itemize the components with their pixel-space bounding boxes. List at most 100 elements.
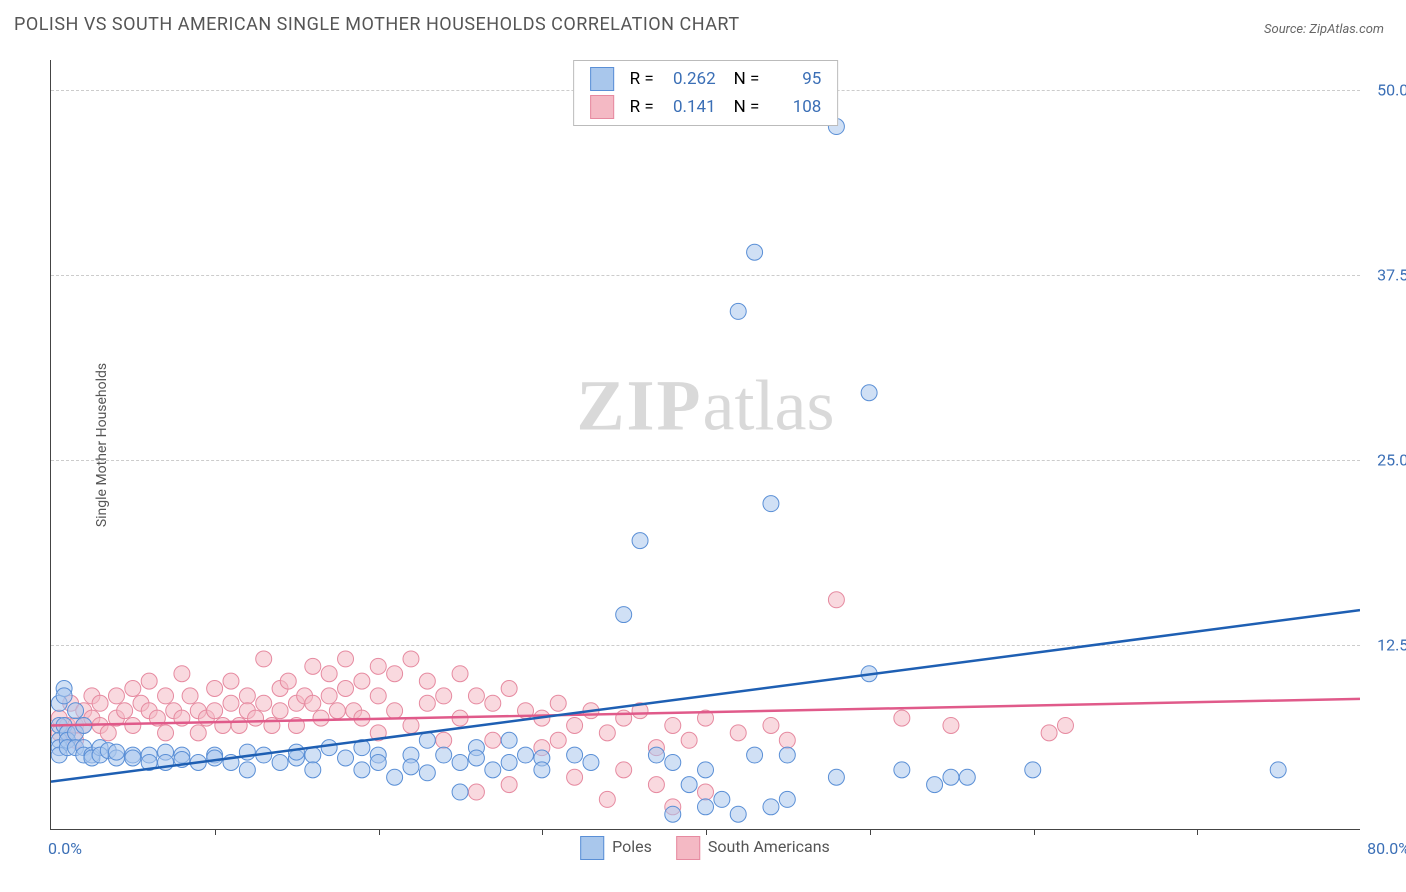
south-americans-r-value: 0.141 [666, 97, 716, 117]
y-tick-label: 12.5% [1377, 635, 1406, 654]
data-point [583, 754, 599, 770]
data-point [419, 732, 435, 748]
x-axis-max-label: 80.0% [1367, 839, 1406, 858]
data-point [305, 658, 321, 674]
data-point [698, 762, 714, 778]
data-point [239, 762, 255, 778]
data-point [256, 651, 272, 667]
n-label: N = [722, 65, 766, 93]
r-label: R = [624, 65, 660, 93]
south-americans-swatch [676, 836, 700, 860]
scatter-svg [51, 60, 1360, 829]
data-point [452, 754, 468, 770]
data-point [305, 747, 321, 763]
data-point [468, 784, 484, 800]
poles-n-value: 95 [771, 69, 821, 89]
data-point [158, 725, 174, 741]
y-tick-label: 25.0% [1377, 450, 1406, 469]
data-point [747, 747, 763, 763]
data-point [370, 688, 386, 704]
source-attribution: Source: ZipAtlas.com [1264, 22, 1384, 37]
data-point [501, 754, 517, 770]
data-point [763, 496, 779, 512]
data-point [419, 695, 435, 711]
data-point [256, 695, 272, 711]
data-point [501, 777, 517, 793]
data-point [599, 725, 615, 741]
data-point [468, 688, 484, 704]
chart-title: POLISH VS SOUTH AMERICAN SINGLE MOTHER H… [14, 14, 740, 35]
x-tick [1034, 829, 1035, 835]
data-point [894, 710, 910, 726]
data-point [125, 717, 141, 733]
data-point [828, 769, 844, 785]
data-point [550, 695, 566, 711]
data-point [68, 703, 84, 719]
south-americans-legend-label: South Americans [708, 837, 830, 856]
data-point [943, 717, 959, 733]
data-point [452, 666, 468, 682]
data-point [452, 784, 468, 800]
x-tick [215, 829, 216, 835]
poles-r-value: 0.262 [666, 69, 716, 89]
data-point [305, 695, 321, 711]
data-point [436, 747, 452, 763]
chart-area: Single Mother Households ZIPatlas R = 0.… [50, 60, 1360, 830]
data-point [501, 732, 517, 748]
data-point [387, 666, 403, 682]
data-point [943, 769, 959, 785]
data-point [730, 303, 746, 319]
y-tick-label: 37.5% [1377, 265, 1406, 284]
data-point [288, 744, 304, 760]
data-point [305, 762, 321, 778]
data-point [108, 688, 124, 704]
data-point [329, 703, 345, 719]
data-point [436, 688, 452, 704]
data-point [567, 717, 583, 733]
data-point [534, 762, 550, 778]
data-point [321, 666, 337, 682]
data-point [485, 732, 501, 748]
x-tick [706, 829, 707, 835]
data-point [215, 717, 231, 733]
data-point [518, 747, 534, 763]
data-point [190, 725, 206, 741]
data-point [338, 750, 354, 766]
data-point [763, 799, 779, 815]
data-point [1270, 762, 1286, 778]
plot-region: ZIPatlas R = 0.262 N = 95 R = 0.141 [50, 60, 1360, 830]
data-point [403, 717, 419, 733]
data-point [681, 777, 697, 793]
data-point [419, 765, 435, 781]
data-point [239, 688, 255, 704]
south-americans-n-value: 108 [771, 97, 821, 117]
x-tick [542, 829, 543, 835]
data-point [665, 717, 681, 733]
data-point [207, 703, 223, 719]
data-point [231, 717, 247, 733]
poles-legend-label: Poles [612, 837, 652, 856]
data-point [828, 592, 844, 608]
data-point [354, 762, 370, 778]
data-point [861, 385, 877, 401]
data-point [387, 703, 403, 719]
data-point [370, 754, 386, 770]
data-point [632, 533, 648, 549]
data-point [959, 769, 975, 785]
series-legend: Poles South Americans [580, 836, 830, 860]
data-point [485, 695, 501, 711]
data-point [125, 681, 141, 697]
data-point [354, 673, 370, 689]
data-point [599, 791, 615, 807]
data-point [779, 732, 795, 748]
data-point [681, 732, 697, 748]
data-point [174, 666, 190, 682]
data-point [894, 762, 910, 778]
data-point [648, 777, 664, 793]
data-point [665, 754, 681, 770]
data-point [436, 732, 452, 748]
data-point [763, 717, 779, 733]
correlation-legend: R = 0.262 N = 95 R = 0.141 N = 108 [573, 60, 839, 126]
data-point [56, 688, 72, 704]
data-point [730, 806, 746, 822]
